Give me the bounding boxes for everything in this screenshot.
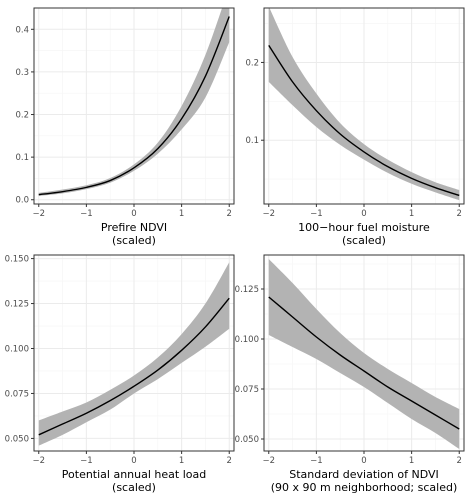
panel-2: −2 −1 0 1 2 0.1 0.2 100−hour fuel moisture(scal… [245,7,465,247]
fitted-line [38,16,230,196]
x-tick-label: 0 [131,209,136,219]
y-tick-label: 0.050 [235,435,259,445]
x-tick-label: 1 [179,456,184,466]
x-axis-title: Potential annual heat load [62,468,206,481]
x-tick-label: 0 [131,456,136,466]
panel-plot-area [34,8,234,204]
y-tick-label: 0.2 [15,111,29,121]
x-tick-label: −2 [262,456,275,466]
confidence-band [268,8,460,201]
y-tick-label: 0.075 [235,385,259,395]
confidence-band [38,262,230,446]
y-tick-label: 0.125 [5,300,29,310]
y-tick-label: 0.050 [5,434,29,444]
y-tick-label: 0.2 [245,58,259,68]
x-axis-title: (scaled) [112,234,156,247]
panel-plot-area [34,255,234,451]
x-tick-label: 1 [409,209,414,219]
x-tick-label: −2 [262,209,275,219]
panel-3: −2 −1 0 1 2 0.050 0.075 0.100 0.125 0.150 Potentia… [5,254,235,494]
y-tick-label: 0.0 [15,196,29,206]
y-tick-label: 0.100 [5,345,29,355]
x-tick-label: −1 [80,456,93,466]
y-tick-label: 0.1 [15,153,29,163]
panel-4: −2 −1 0 1 2 0.050 0.075 0.100 0.125 Standard devi… [235,254,465,494]
x-tick-label: −2 [32,456,45,466]
x-tick-label: −1 [310,209,323,219]
y-tick-label: 0.1 [245,136,259,146]
x-tick-label: 2 [457,456,462,466]
panel-1: −2 −1 0 1 2 0.0 0.1 0.2 0.3 0.4 Prefire NDVI(scale… [15,7,235,247]
x-tick-label: −1 [80,209,93,219]
x-tick-label: 2 [457,209,462,219]
x-tick-label: 2 [227,456,232,466]
x-tick-label: 0 [361,209,366,219]
y-tick-label: 0.100 [235,335,259,345]
x-tick-label: −1 [310,456,323,466]
panel-plot-area [264,255,464,451]
fitted-line [38,297,230,436]
x-axis-title: (scaled) [342,234,386,247]
x-axis-title: 100−hour fuel moisture [298,221,430,234]
fitted-line [268,296,460,430]
x-axis-title: Prefire NDVI [101,221,167,234]
x-tick-label: 1 [179,209,184,219]
y-tick-label: 0.4 [15,25,29,35]
y-tick-label: 0.075 [5,389,29,399]
y-tick-label: 0.3 [15,68,29,78]
x-axis-title: Standard deviation of NDVI [289,468,439,481]
y-tick-label: 0.125 [235,285,259,295]
fitted-line [268,44,460,197]
x-tick-label: 0 [361,456,366,466]
x-axis-title: (90 x 90 m neighborhood; scaled) [271,481,458,494]
x-tick-label: −2 [32,209,45,219]
x-tick-label: 1 [409,456,414,466]
y-tick-label: 0.150 [5,255,29,265]
confidence-band [38,8,230,196]
panel-plot-area [264,8,464,204]
x-tick-label: 2 [227,209,232,219]
x-axis-title: (scaled) [112,481,156,494]
